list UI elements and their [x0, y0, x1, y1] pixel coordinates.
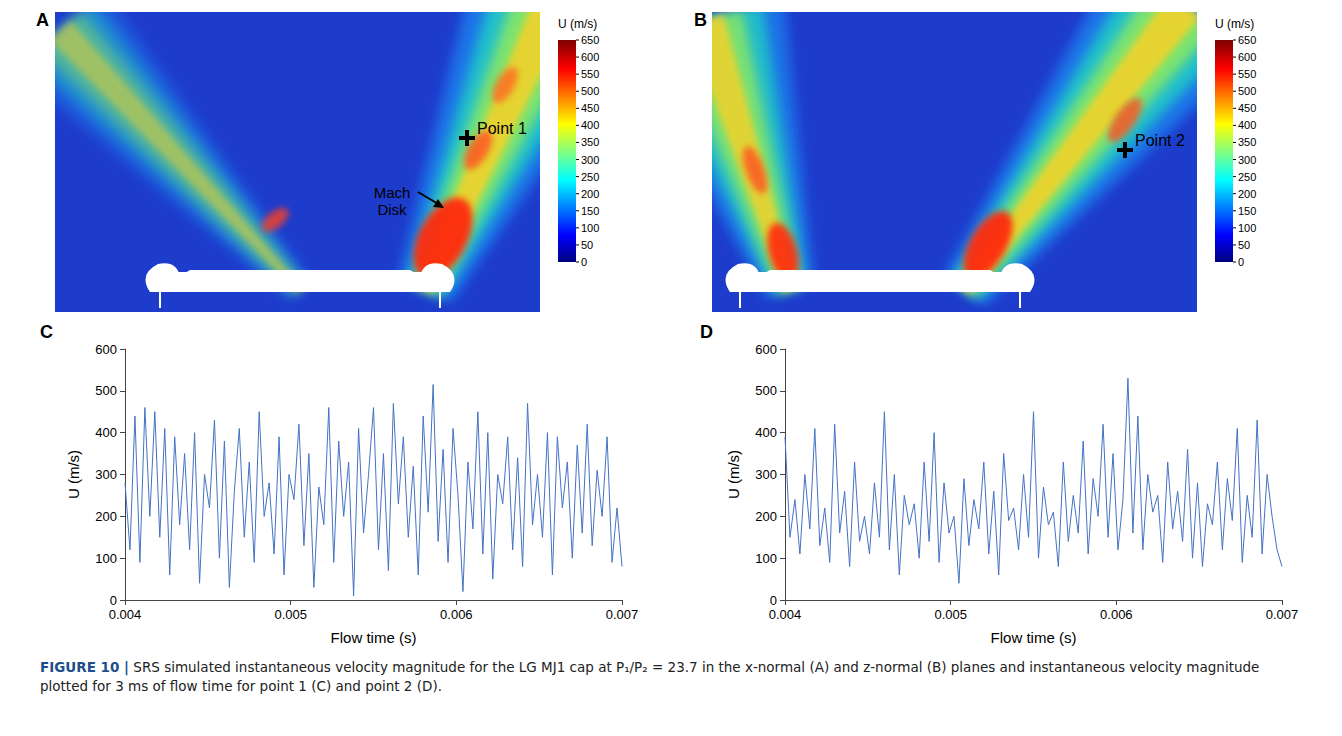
svg-text:0.007: 0.007: [606, 607, 639, 622]
svg-text:0.004: 0.004: [109, 607, 142, 622]
svg-text:500: 500: [581, 85, 599, 97]
svg-text:600: 600: [95, 342, 117, 357]
svg-text:0: 0: [770, 593, 777, 608]
svg-text:550: 550: [1238, 68, 1256, 80]
svg-text:250: 250: [1238, 171, 1256, 183]
svg-text:0.004: 0.004: [769, 607, 802, 622]
svg-text:200: 200: [755, 509, 777, 524]
html-text:FIGURE 10 | SRS simulated inst: FIGURE 10 | SRS simulated instantaneous …: [40, 659, 1260, 694]
svg-text:500: 500: [1238, 85, 1256, 97]
svg-text:50: 50: [1238, 239, 1250, 251]
svg-text:Point 1: Point 1: [477, 120, 527, 137]
svg-text:0: 0: [581, 256, 587, 268]
svg-text:400: 400: [95, 425, 117, 440]
svg-text:500: 500: [755, 383, 777, 398]
svg-text:U (m/s): U (m/s): [558, 17, 597, 31]
svg-text:A: A: [36, 10, 49, 30]
svg-text:0.006: 0.006: [1100, 607, 1133, 622]
svg-text:150: 150: [1238, 205, 1256, 217]
svg-text:200: 200: [1238, 188, 1256, 200]
svg-text:100: 100: [1238, 222, 1256, 234]
svg-text:600: 600: [755, 342, 777, 357]
svg-text:0.006: 0.006: [440, 607, 473, 622]
svg-text:100: 100: [95, 551, 117, 566]
svg-text:400: 400: [581, 119, 599, 131]
svg-text:550: 550: [581, 68, 599, 80]
svg-text:100: 100: [755, 551, 777, 566]
svg-text:300: 300: [1238, 154, 1256, 166]
svg-text:600: 600: [1238, 51, 1256, 63]
svg-text:450: 450: [581, 102, 599, 114]
svg-text:0: 0: [110, 593, 117, 608]
svg-text:300: 300: [755, 467, 777, 482]
svg-text:0.005: 0.005: [934, 607, 967, 622]
svg-text:450: 450: [1238, 102, 1256, 114]
svg-text:150: 150: [581, 205, 599, 217]
svg-text:Flow time (s): Flow time (s): [991, 629, 1077, 646]
svg-text:400: 400: [755, 425, 777, 440]
svg-text:300: 300: [581, 154, 599, 166]
svg-text:U (m/s): U (m/s): [725, 450, 742, 499]
svg-text:Point 2: Point 2: [1135, 132, 1185, 149]
svg-text:U (m/s): U (m/s): [1215, 17, 1254, 31]
svg-text:400: 400: [1238, 119, 1256, 131]
html-text:D: D: [700, 322, 713, 342]
svg-text:650: 650: [1238, 34, 1256, 46]
svg-text:0.007: 0.007: [1266, 607, 1299, 622]
svg-text:0.005: 0.005: [274, 607, 307, 622]
svg-text:100: 100: [581, 222, 599, 234]
svg-text:350: 350: [581, 136, 599, 148]
svg-text:50: 50: [581, 239, 593, 251]
svg-text:250: 250: [581, 171, 599, 183]
svg-text:300: 300: [95, 467, 117, 482]
svg-text:B: B: [694, 10, 707, 30]
svg-text:200: 200: [95, 509, 117, 524]
svg-text:U (m/s): U (m/s): [65, 450, 82, 499]
html-text:C: C: [40, 322, 53, 342]
svg-text:600: 600: [581, 51, 599, 63]
svg-text:0: 0: [1238, 256, 1244, 268]
svg-text:200: 200: [581, 188, 599, 200]
svg-text:500: 500: [95, 383, 117, 398]
svg-text:350: 350: [1238, 136, 1256, 148]
svg-text:650: 650: [581, 34, 599, 46]
svg-text:Flow time (s): Flow time (s): [331, 629, 417, 646]
svg-text:MachDisk: MachDisk: [374, 184, 411, 218]
